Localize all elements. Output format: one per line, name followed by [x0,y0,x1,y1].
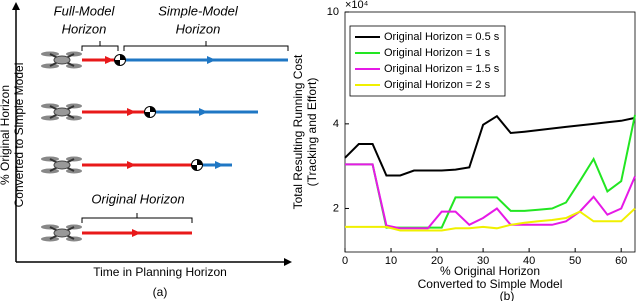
legend-label: Original Horizon = 1 s [384,47,491,59]
full-model-label: Full-Model [54,3,116,18]
switch-point [145,107,156,118]
original-horizon-label: Original Horizon [91,191,184,206]
y-tick-label: 2 [333,202,339,214]
bracket [124,41,288,51]
legend-label: Original Horizon = 2 s [384,79,491,91]
switch-point [115,55,126,66]
full-model-label: Horizon [62,21,107,36]
diagram: Full-Model Horizon Simple-Model Horizon … [0,2,292,299]
diagram-y-label: % Original Horizon [0,85,12,185]
x-tick-label: 40 [523,255,535,267]
series-line [345,115,635,228]
figure: Full-Model Horizon Simple-Model Horizon … [0,0,637,301]
y-axis-label: Total Resulting Running Cost [291,54,305,209]
y-axis-label: (Tracking and Effort) [305,78,319,187]
diagram-y-label: Converted to Simple Model [12,63,26,208]
y-multiplier: ×10⁴ [345,0,369,11]
panel-label: (b) [500,289,515,301]
series-line [345,116,635,175]
page: Full-Model Horizon Simple-Model Horizon … [0,0,637,301]
arrowhead [284,258,292,266]
arrowhead [215,161,224,169]
bracket [82,213,192,223]
simple-model-label: Horizon [176,21,221,36]
x-tick-label: 30 [477,255,489,267]
arrowhead [12,2,20,10]
series-line [345,209,635,231]
legend-label: Original Horizon = 1.5 s [384,63,500,75]
legend-label: Original Horizon = 0.5 s [384,31,500,43]
x-tick-label: 60 [615,255,627,267]
x-tick-label: 50 [569,255,581,267]
bracket [82,41,118,51]
drone [41,157,82,174]
panel-label: (a) [153,285,168,299]
y-tick-label: 10 [327,6,339,18]
x-tick-label: 20 [431,255,443,267]
drone [41,104,82,121]
arrowhead [199,108,208,116]
drone [41,225,82,242]
diagram-x-label: Time in Planning Horizon [93,265,227,279]
x-tick-label: 0 [342,255,348,267]
switch-point [192,160,203,171]
arrowhead [127,161,136,169]
y-tick-label: 4 [333,118,339,130]
x-tick-label: 10 [385,255,397,267]
drone [41,52,82,69]
x-axis-label: Converted to Simple Model [418,277,563,291]
arrowhead [132,229,141,237]
chart: ×10⁴ Total Resulting Running Cost (Track… [291,0,635,301]
arrowhead [105,56,114,64]
simple-model-label: Simple-Model [158,3,239,18]
arrowhead [207,56,216,64]
arrowhead [127,108,136,116]
